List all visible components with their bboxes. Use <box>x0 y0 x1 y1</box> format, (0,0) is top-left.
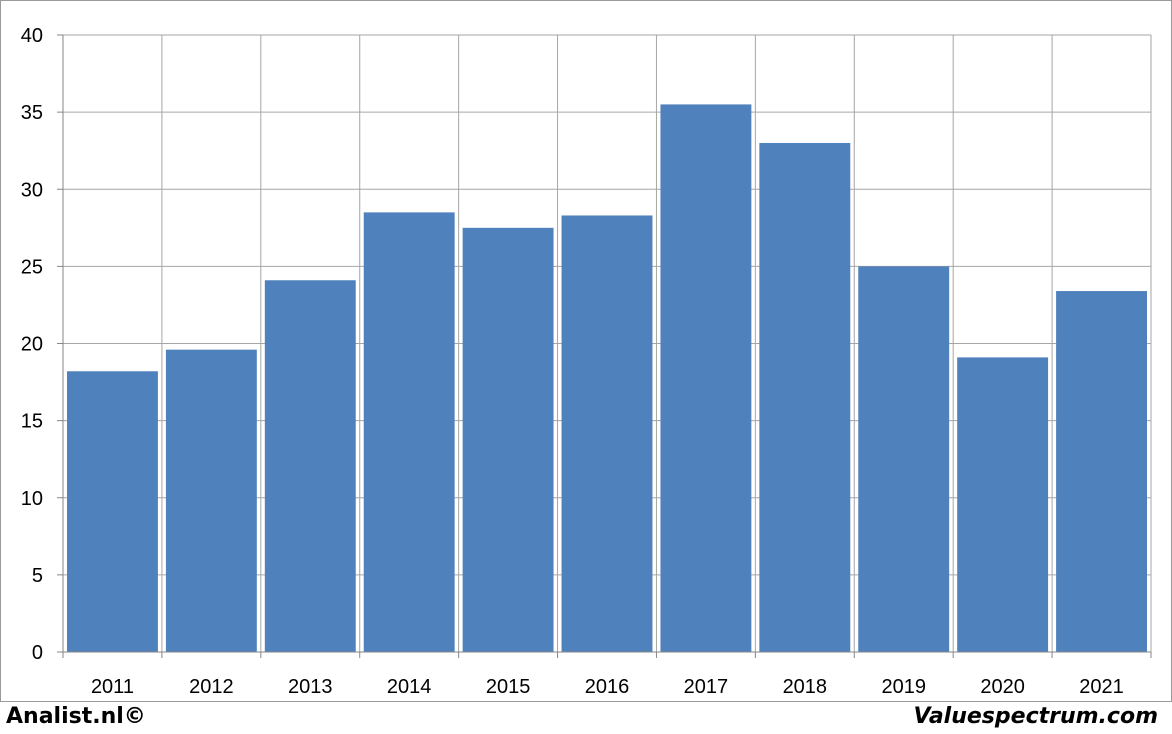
y-tick-label: 0 <box>32 642 43 664</box>
x-tick-label: 2018 <box>783 676 828 698</box>
footer-source-left: Analist.nl© <box>6 704 146 729</box>
x-tick-label: 2013 <box>288 676 333 698</box>
bar-series <box>67 104 1147 653</box>
bar-2011 <box>67 371 158 652</box>
bar-2012 <box>165 349 257 652</box>
footer-source-right: Valuespectrum.com <box>913 704 1158 729</box>
bar-2015 <box>462 227 554 652</box>
y-tick-label: 15 <box>21 411 43 433</box>
x-tick-label: 2014 <box>387 676 432 698</box>
x-tick-label: 2020 <box>980 676 1025 698</box>
y-tick-label: 35 <box>21 102 43 124</box>
x-tick-label: 2015 <box>486 676 531 698</box>
x-tick-label: 2016 <box>585 676 630 698</box>
bar-2021 <box>1056 291 1147 652</box>
x-tick-label: 2012 <box>189 676 234 698</box>
footer: Analist.nl© Valuespectrum.com <box>0 702 1172 734</box>
x-tick-label: 2011 <box>91 676 134 698</box>
bar-2017 <box>660 104 752 653</box>
y-tick-label: 30 <box>21 179 43 201</box>
bar-2019 <box>858 266 950 652</box>
y-tick-label: 40 <box>21 25 43 47</box>
bar-2018 <box>759 142 851 652</box>
y-tick-label: 20 <box>21 334 43 356</box>
bar-2020 <box>957 357 1049 652</box>
y-tick-label: 10 <box>21 488 43 510</box>
bar-2013 <box>264 280 356 652</box>
y-tick-label: 25 <box>21 256 43 278</box>
x-tick-label: 2017 <box>684 676 729 698</box>
y-tick-labels: 0 5 10 15 20 25 30 35 40 <box>21 25 43 664</box>
x-tick-labels: 2011 2012 2013 2014 2015 2016 2017 2018 2019 2020… <box>91 676 1124 698</box>
y-tick-label: 5 <box>32 565 43 587</box>
bar-2016 <box>561 215 653 652</box>
bar-2014 <box>363 212 455 652</box>
x-tick-label: 2019 <box>881 676 926 698</box>
x-tick-label: 2021 <box>1079 676 1124 698</box>
axes <box>57 34 1152 658</box>
chart-frame: 0 5 10 15 20 25 30 35 40 2011 2012 2013 2014 2015 201… <box>0 0 1172 702</box>
